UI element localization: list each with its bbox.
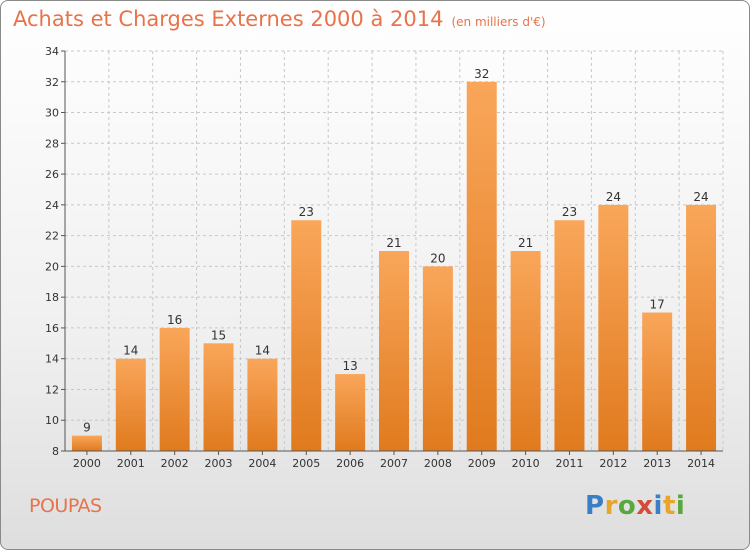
bar (291, 220, 322, 451)
bar (642, 312, 673, 451)
y-tick-label: 16 (45, 322, 59, 335)
y-tick-label: 22 (45, 230, 59, 243)
proxiti-logo[interactable]: Proxiti (585, 491, 685, 521)
labels: 8 10 12 14 16 18 20 22 24 26 28 30 32 34 9 2000 14 2001 16… (45, 45, 715, 470)
x-tick-label: 2014 (687, 457, 715, 470)
bar (115, 358, 146, 451)
y-tick-label: 10 (45, 414, 59, 427)
logo-letter: t (662, 491, 676, 521)
bar (203, 343, 234, 451)
y-tick-label: 14 (45, 353, 59, 366)
axes (61, 50, 723, 455)
bar-value-label: 9 (83, 421, 91, 435)
bar-value-label: 21 (518, 236, 533, 250)
y-tick-label: 30 (45, 107, 59, 120)
bar (510, 251, 541, 451)
logo-letter: o (617, 491, 637, 521)
title-row: Achats et Charges Externes 2000 à 2014 (e… (13, 7, 546, 31)
y-tick-label: 18 (45, 291, 59, 304)
x-tick-label: 2006 (336, 457, 364, 470)
bar-value-label: 23 (562, 205, 577, 219)
bar (466, 81, 497, 452)
logo-letter: r (604, 491, 618, 521)
bar (335, 374, 366, 451)
y-tick-label: 12 (45, 383, 59, 396)
y-tick-label: 28 (45, 137, 59, 150)
x-tick-label: 2008 (424, 457, 452, 470)
x-tick-label: 2010 (512, 457, 540, 470)
bar (686, 204, 717, 451)
x-tick-label: 2009 (468, 457, 496, 470)
x-tick-label: 2007 (380, 457, 408, 470)
x-tick-label: 2011 (555, 457, 583, 470)
bar-value-label: 14 (255, 344, 270, 358)
bar (379, 251, 409, 451)
y-tick-label: 34 (45, 45, 59, 58)
bar-value-label: 32 (474, 67, 489, 81)
bars (71, 81, 717, 452)
y-tick-label: 26 (45, 168, 59, 181)
logo-letter: i (653, 491, 663, 521)
logo-letter: i (675, 491, 686, 521)
chart-subtitle: (en milliers d'€) (451, 15, 546, 29)
x-tick-label: 2003 (205, 457, 233, 470)
bar-value-label: 17 (650, 298, 665, 312)
bar-value-label: 16 (167, 313, 182, 327)
x-tick-label: 2000 (73, 457, 101, 470)
bar-value-label: 15 (211, 328, 226, 342)
bar-value-label: 24 (606, 190, 621, 204)
x-tick-label: 2002 (161, 457, 189, 470)
bar-value-label: 23 (299, 205, 314, 219)
bar (554, 220, 585, 451)
bar (598, 204, 629, 451)
bar-value-label: 14 (123, 344, 138, 358)
bar-value-label: 24 (693, 190, 708, 204)
logo-letter: x (636, 491, 654, 521)
x-tick-label: 2001 (117, 457, 145, 470)
x-tick-label: 2005 (292, 457, 320, 470)
y-tick-label: 32 (45, 76, 59, 89)
bar-value-label: 20 (430, 251, 445, 265)
bar (422, 266, 453, 451)
bar (71, 435, 102, 451)
y-tick-label: 20 (45, 260, 59, 273)
bar (159, 327, 190, 451)
bar-value-label: 13 (342, 359, 357, 373)
y-tick-label: 24 (45, 199, 59, 212)
chart-title: Achats et Charges Externes 2000 à 2014 (13, 7, 444, 31)
x-tick-label: 2013 (643, 457, 671, 470)
x-tick-label: 2004 (248, 457, 276, 470)
bar (247, 358, 278, 451)
commune-name: POUPAS (29, 495, 102, 517)
x-tick-label: 2012 (599, 457, 627, 470)
logo-letter: P (585, 491, 605, 521)
bar-value-label: 21 (386, 236, 401, 250)
y-tick-label: 8 (52, 445, 59, 458)
